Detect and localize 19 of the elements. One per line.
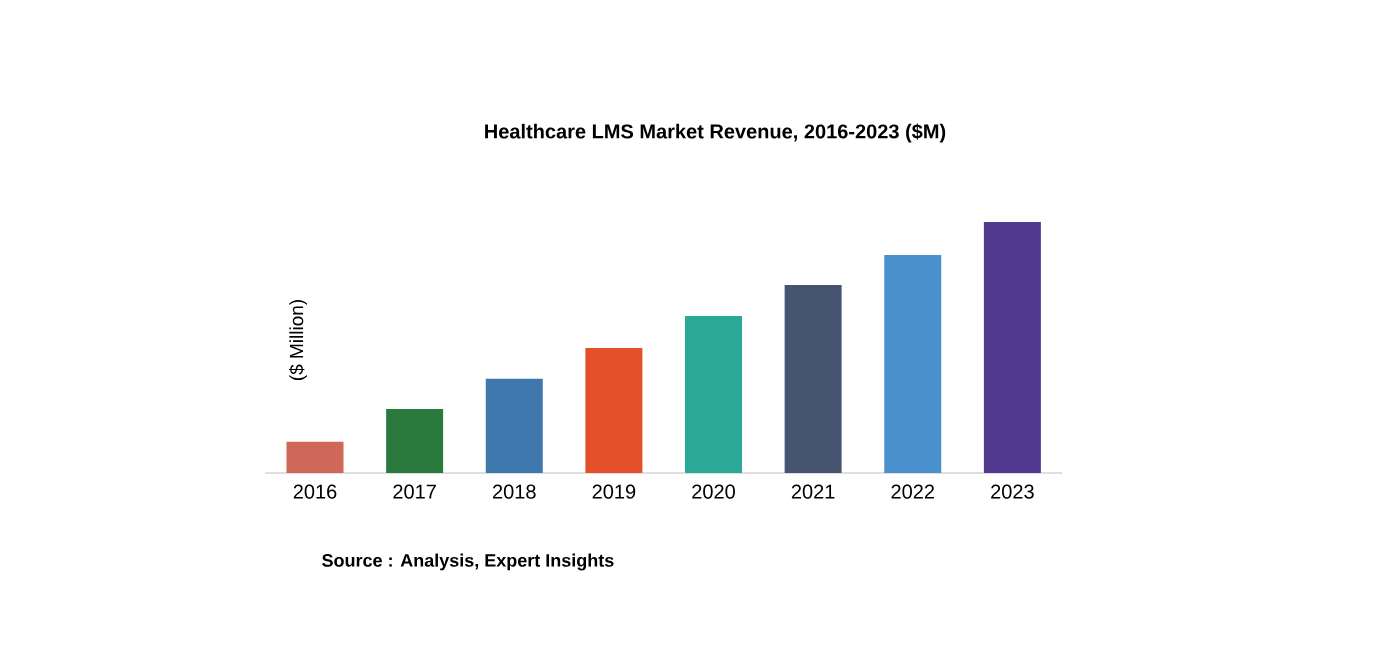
x-tick-label: 2018 [493,484,536,499]
x-tick-label: 2021 [791,484,835,499]
bar [286,441,344,473]
bar [585,348,643,473]
source-note: Source : Analysis, Expert Insights [322,553,614,571]
x-tick-label: 2016 [293,484,337,499]
bar [784,285,842,473]
x-tick-label: 2019 [592,484,636,499]
x-tick-label: 2023 [991,484,1034,499]
bar [485,378,543,473]
x-tick-label: 2017 [393,484,436,499]
bar [685,316,743,473]
x-tick-label: 2020 [692,484,735,499]
bar [386,408,444,473]
chart-title: Healthcare LMS Market Revenue, 2016-2023 ($M) [485,123,946,143]
x-tick-label: 2022 [891,484,934,499]
bar [983,222,1041,473]
y-axis-title: ($ Million) [289,300,308,380]
bar [884,254,942,473]
